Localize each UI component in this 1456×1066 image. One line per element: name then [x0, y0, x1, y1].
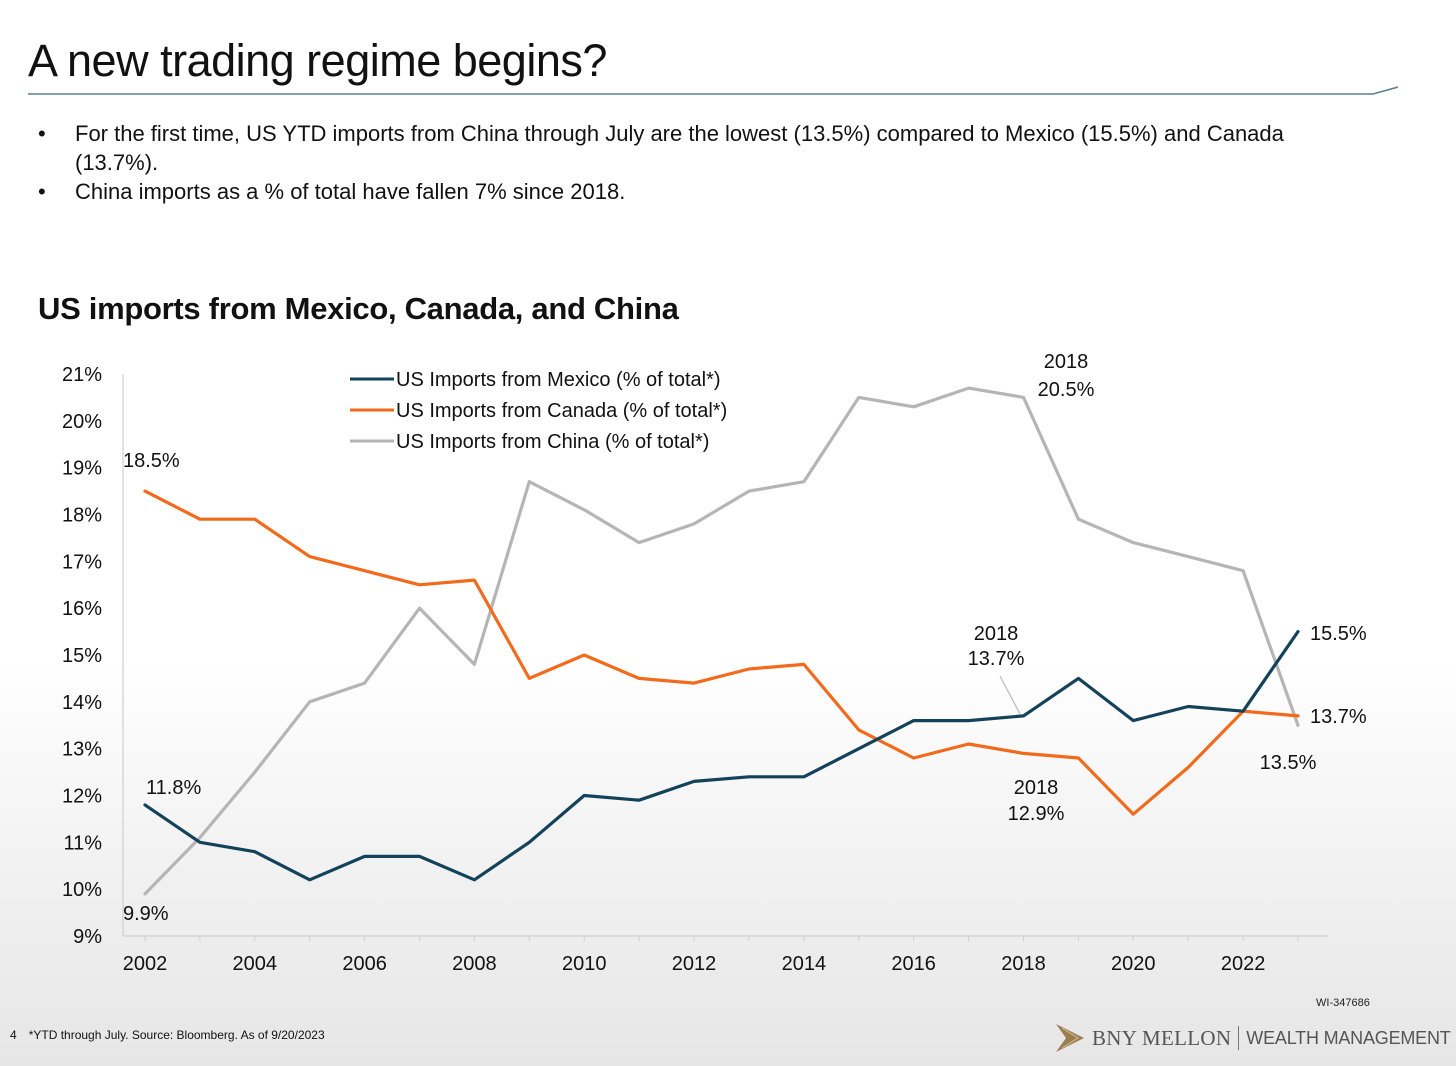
y-tick-label: 16%: [62, 598, 102, 620]
x-tick-label: 2022: [1221, 953, 1266, 975]
y-tick-label: 19%: [62, 458, 102, 480]
data-label: 15.5%: [1310, 623, 1367, 645]
x-axis-tick-labels: 2002 2004 2006 2008 2010 2012 2014 2016 2018 2020…: [123, 953, 1266, 975]
y-tick-label: 9%: [73, 926, 102, 948]
x-tick-label: 2016: [891, 953, 936, 975]
slide-title: A new trading regime begins?: [28, 35, 607, 86]
chart-legend: US Imports from Mexico (% of total*) US I…: [350, 369, 727, 453]
x-tick-label: 2010: [562, 953, 607, 975]
footnote-text: *YTD through July. Source: Bloomberg. As…: [28, 1028, 325, 1042]
bullet-item: For the first time, US YTD imports from …: [38, 119, 1368, 177]
x-tick-label: 2006: [342, 953, 387, 975]
legend-label: US Imports from Mexico (% of total*): [396, 369, 721, 391]
x-tick-label: 2012: [672, 953, 717, 975]
y-tick-label: 14%: [62, 692, 102, 714]
data-label: 9.9%: [123, 903, 169, 925]
bullet-list: For the first time, US YTD imports from …: [38, 119, 1368, 206]
y-tick-label: 18%: [62, 505, 102, 527]
bullet-item: China imports as a % of total have falle…: [38, 177, 1368, 206]
y-axis-tick-labels: 21% 20% 19% 18% 17% 16% 15% 14% 13% 12% 11% 10% 9%: [62, 364, 102, 948]
data-label: 13.7%: [1310, 706, 1367, 728]
x-tick-label: 2008: [452, 953, 497, 975]
chevron-arrow-icon: [1056, 1024, 1084, 1052]
data-label: 20.5%: [1038, 379, 1095, 401]
brand-division: WEALTH MANAGEMENT: [1246, 1027, 1451, 1048]
data-label: 13.7%: [968, 648, 1025, 670]
data-label: 2018: [1014, 777, 1059, 799]
data-label: 11.8%: [146, 777, 201, 799]
legend-label: US Imports from China (% of total*): [396, 431, 709, 453]
y-tick-label: 12%: [62, 786, 102, 808]
y-tick-label: 21%: [62, 364, 102, 386]
chart-heading: US imports from Mexico, Canada, and Chin…: [38, 291, 679, 326]
y-tick-label: 15%: [62, 645, 102, 667]
y-tick-label: 13%: [62, 739, 102, 761]
data-label: 2018: [1044, 351, 1089, 373]
y-tick-label: 10%: [62, 879, 102, 901]
legend-label: US Imports from Canada (% of total*): [396, 400, 727, 422]
brand-name: BNY MELLON: [1092, 1025, 1232, 1050]
x-tick-label: 2004: [233, 953, 278, 975]
annotation-leader: [999, 675, 1021, 715]
chart-series: [143, 386, 1300, 896]
brand-separator: [1238, 1026, 1240, 1050]
series-line-mexico: [143, 630, 1300, 882]
y-tick-label: 20%: [62, 411, 102, 433]
x-tick-label: 2002: [123, 953, 168, 975]
y-tick-label: 11%: [63, 832, 102, 854]
data-label: 12.9%: [1008, 803, 1065, 825]
series-line-canada: [143, 489, 1300, 816]
document-id: WI-347686: [1316, 997, 1370, 1009]
x-tick-label: 2020: [1111, 953, 1156, 975]
footnote: 4 *YTD through July. Source: Bloomberg. A…: [10, 1028, 325, 1042]
data-label: 2018: [974, 623, 1019, 645]
chart-axes: [122, 374, 1328, 941]
data-label: 13.5%: [1260, 752, 1317, 774]
x-tick-label: 2018: [1001, 953, 1046, 975]
series-line-china: [143, 386, 1300, 896]
chart-annotations: 18.5% 11.8% 9.9% 2018 20.5% 2018 13.7% 2018 12.9…: [123, 351, 1367, 925]
title-underline: [28, 86, 1398, 95]
y-tick-label: 17%: [62, 551, 102, 573]
data-label: 18.5%: [123, 450, 180, 472]
x-tick-label: 2014: [782, 953, 827, 975]
page-number: 4: [10, 1028, 17, 1042]
brand-logo: BNY MELLON WEALTH MANAGEMENT: [1054, 1022, 1451, 1054]
